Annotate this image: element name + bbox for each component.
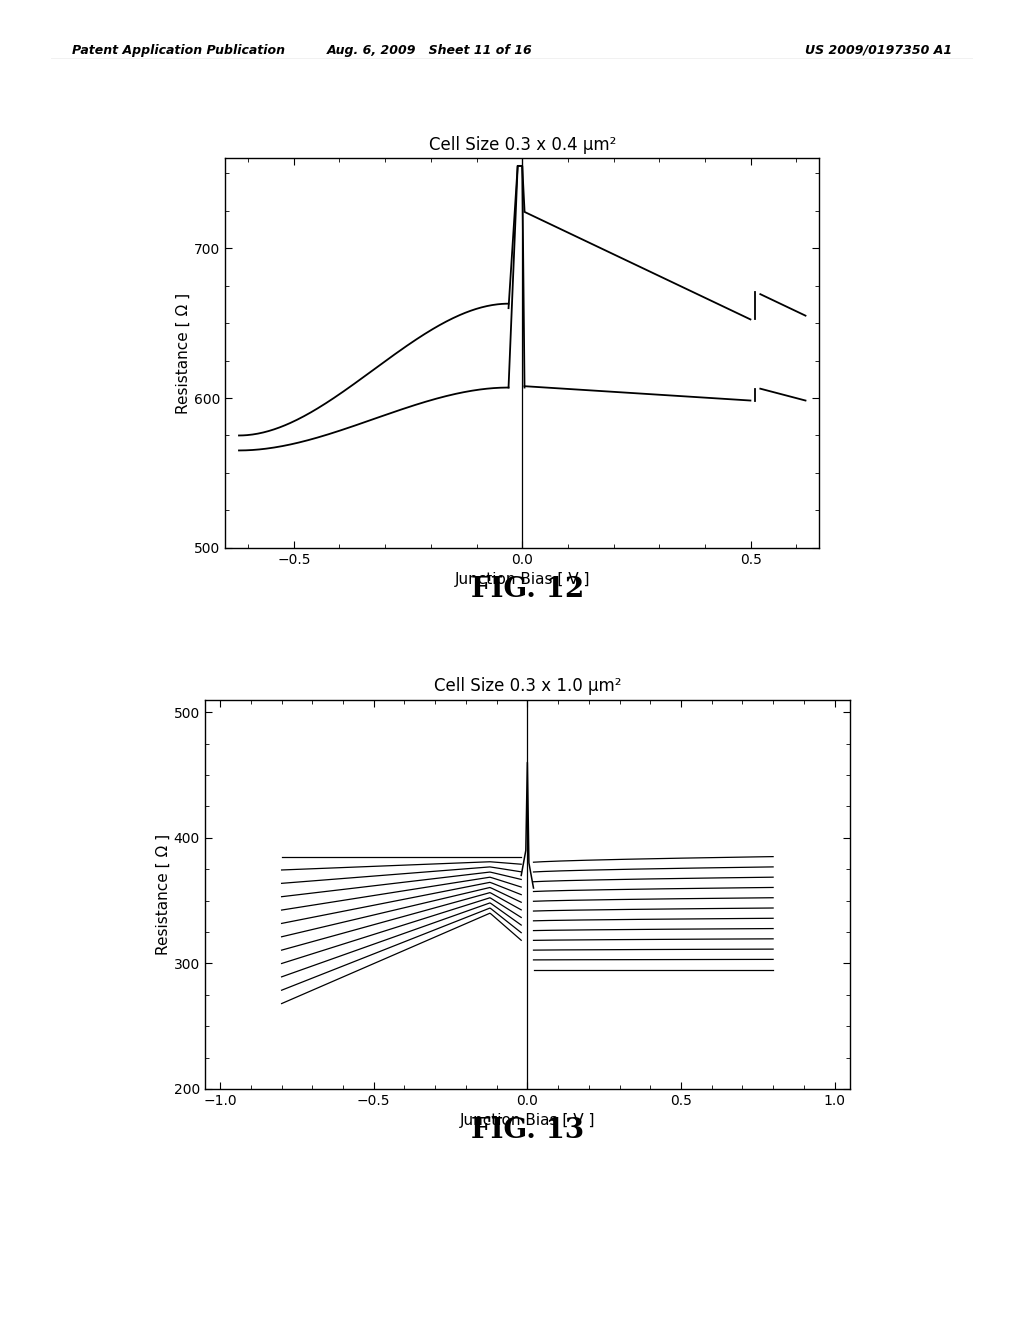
Y-axis label: Resistance [ Ω ]: Resistance [ Ω ]	[176, 293, 191, 413]
Title: Cell Size 0.3 x 1.0 μm²: Cell Size 0.3 x 1.0 μm²	[433, 677, 622, 696]
Y-axis label: Resistance [ Ω ]: Resistance [ Ω ]	[156, 834, 171, 954]
Text: Patent Application Publication: Patent Application Publication	[72, 44, 285, 57]
X-axis label: Junction Bias [ V ]: Junction Bias [ V ]	[460, 1113, 595, 1129]
Text: FIG. 12: FIG. 12	[471, 576, 584, 603]
Title: Cell Size 0.3 x 0.4 μm²: Cell Size 0.3 x 0.4 μm²	[429, 136, 615, 154]
Text: US 2009/0197350 A1: US 2009/0197350 A1	[805, 44, 952, 57]
Text: Aug. 6, 2009   Sheet 11 of 16: Aug. 6, 2009 Sheet 11 of 16	[328, 44, 532, 57]
X-axis label: Junction Bias [ V ]: Junction Bias [ V ]	[455, 572, 590, 587]
Text: FIG. 13: FIG. 13	[471, 1117, 584, 1144]
